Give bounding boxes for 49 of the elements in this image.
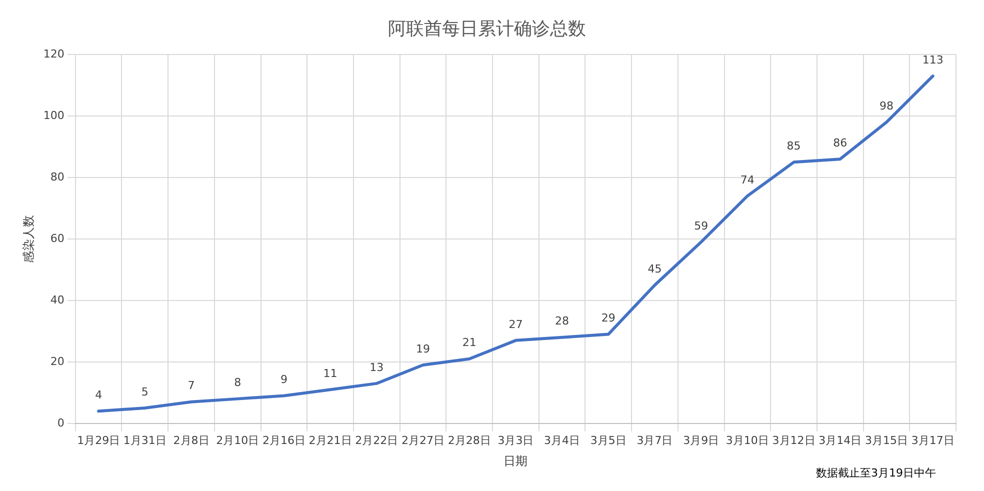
y-tick-label: 60 bbox=[50, 232, 64, 245]
y-tick-label: 40 bbox=[50, 293, 64, 306]
data-label: 9 bbox=[280, 373, 288, 386]
x-tick-label: 3月14日 bbox=[818, 434, 862, 447]
data-label: 21 bbox=[462, 336, 476, 350]
data-label: 28 bbox=[555, 314, 570, 328]
data-label: 29 bbox=[601, 312, 616, 325]
data-label: 19 bbox=[416, 342, 430, 356]
x-tick-label: 3月10日 bbox=[726, 434, 769, 447]
x-tick-label: 2月10日 bbox=[216, 434, 260, 447]
x-tick-label: 1月31日 bbox=[123, 434, 166, 447]
data-label: 5 bbox=[141, 385, 148, 398]
data-label: 4 bbox=[95, 388, 102, 402]
data-label: 27 bbox=[508, 318, 523, 331]
data-label: 7 bbox=[188, 379, 195, 392]
data-label: 98 bbox=[879, 100, 894, 113]
data-label: 45 bbox=[648, 262, 662, 276]
y-tick-label: 80 bbox=[50, 170, 64, 184]
x-tick-label: 2月16日 bbox=[262, 434, 306, 447]
x-tick-label: 3月15日 bbox=[864, 434, 908, 447]
x-tick-label: 3月4日 bbox=[544, 434, 580, 447]
x-tick-label: 3月12日 bbox=[772, 434, 816, 447]
x-tick-label: 2月28日 bbox=[448, 434, 491, 447]
data-label: 8 bbox=[234, 376, 242, 390]
x-axis-title: 日期 bbox=[504, 454, 528, 468]
text: 数据截止至3月19日中午 bbox=[816, 466, 936, 480]
y-tick-label: 20 bbox=[50, 354, 64, 368]
x-tick-label: 3月5日 bbox=[590, 434, 626, 447]
x-tick-label: 2月8日 bbox=[173, 434, 210, 447]
data-label: 113 bbox=[922, 53, 944, 66]
data-label: 59 bbox=[694, 219, 708, 232]
data-label: 74 bbox=[740, 173, 754, 186]
x-tick-label: 3月9日 bbox=[683, 434, 720, 447]
x-tick-label: 3月3日 bbox=[498, 434, 534, 447]
x-tick-label: 2月22日 bbox=[355, 434, 398, 447]
x-tick-label: 2月27日 bbox=[402, 434, 445, 447]
data-label: 13 bbox=[370, 360, 384, 374]
data-label: 11 bbox=[323, 366, 338, 380]
data-label: 85 bbox=[786, 140, 801, 153]
x-tick-label: 3月7日 bbox=[636, 434, 673, 447]
data-label: 86 bbox=[833, 136, 848, 150]
y-tick-label: 0 bbox=[57, 416, 64, 430]
y-tick-label: 120 bbox=[43, 47, 64, 60]
x-tick-label: 1月29日 bbox=[77, 434, 120, 447]
x-tick-label: 2月21日 bbox=[308, 434, 352, 447]
x-tick-label: 3月17日 bbox=[911, 434, 954, 447]
chart-title: 阿联酋每日累计确诊总数 bbox=[388, 18, 586, 40]
y-axis-title: 感染人数 bbox=[21, 215, 36, 263]
y-tick-label: 100 bbox=[43, 108, 64, 122]
